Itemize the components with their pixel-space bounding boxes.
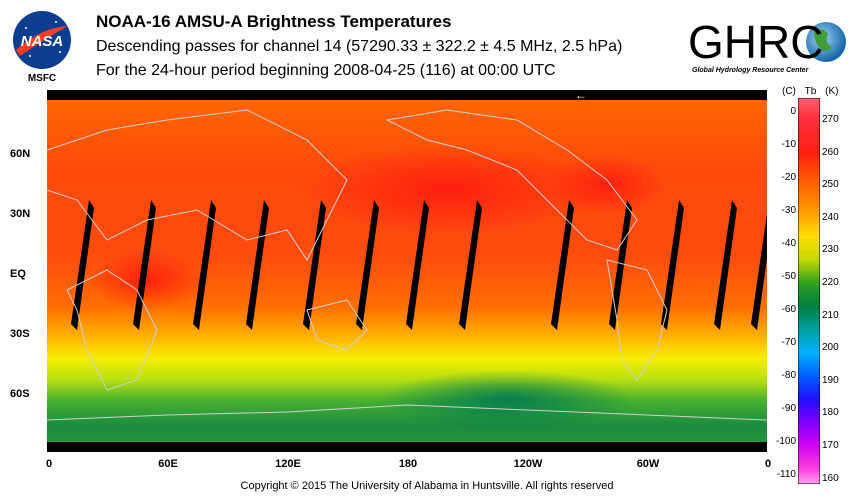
- scale-tick-kelvin: 160: [822, 472, 839, 484]
- lat-label: 60S: [10, 388, 30, 400]
- color-scale-bar: [798, 98, 820, 484]
- scale-tick-celsius: -60: [781, 304, 796, 315]
- map-title: NOAA-16 AMSU-A Brightness Temperatures: [96, 12, 452, 31]
- scale-tick-celsius: -10: [781, 139, 796, 150]
- copyright-notice: Copyright © 2015 The University of Alaba…: [240, 480, 614, 492]
- scale-tick-celsius: -90: [781, 403, 796, 414]
- orbit-gap: [459, 200, 482, 330]
- map-period: For the 24-hour period beginning 2008-04…: [96, 62, 556, 79]
- lon-label: 60E: [158, 458, 178, 470]
- color-scale: 0 -10 -20 -30 -40 -50 -60 -70 -80 -90 -100 -110 270…: [772, 86, 852, 496]
- scale-header: (C) Tb (K): [782, 86, 838, 97]
- warm-anomaly: [87, 250, 207, 310]
- lon-label: 0: [764, 458, 772, 470]
- scale-tick-celsius: -70: [781, 337, 796, 348]
- scale-tick-celsius: -40: [781, 238, 796, 249]
- lon-label: 120W: [513, 458, 543, 470]
- coastlines: [46, 109, 768, 421]
- scale-tick-celsius: -20: [781, 172, 796, 183]
- nasa-logo-text: NASA: [21, 33, 64, 50]
- scale-unit-kelvin: (K): [825, 86, 839, 97]
- scale-tick-kelvin: 270: [822, 114, 839, 125]
- lon-label: 0: [45, 458, 53, 470]
- orbit-gap: [551, 200, 574, 330]
- orbit-gap: [193, 200, 216, 330]
- polar-gap-north: [47, 90, 767, 100]
- warm-anomaly: [547, 155, 667, 215]
- lon-label: 60W: [636, 458, 660, 470]
- lon-label: 180: [398, 458, 418, 470]
- scale-tick-kelvin: 260: [822, 146, 839, 158]
- brightness-temperature-map: ←: [46, 88, 774, 452]
- scale-tick-kelvin: 250: [822, 179, 839, 191]
- lon-label: 120E: [275, 458, 301, 470]
- nasa-logo: NASA MSFC: [10, 8, 74, 84]
- ghrc-caption: Global Hydrology Resource Center: [692, 67, 810, 74]
- scale-tick-kelvin: 180: [822, 407, 839, 419]
- lat-label: 30S: [10, 328, 30, 340]
- orbit-gap: [356, 200, 379, 330]
- ghrc-logo: GHRC Global Hydrology Resource Center: [686, 8, 850, 80]
- orbit-direction-arrow-icon: ←: [575, 90, 587, 102]
- map-subtitle: Descending passes for channel 14 (57290.…: [96, 38, 623, 55]
- scale-unit-celsius: (C): [782, 86, 796, 97]
- scale-tick-celsius: -110: [776, 469, 796, 480]
- orbit-gap: [661, 200, 684, 330]
- orbit-gap: [133, 200, 156, 330]
- polar-gap-south: [47, 442, 767, 452]
- orbit-gap: [406, 200, 429, 330]
- scale-variable: Tb: [804, 86, 817, 97]
- orbit-gap: [246, 200, 269, 330]
- scale-tick-celsius: -30: [781, 205, 796, 216]
- msfc-caption: MSFC: [28, 73, 56, 84]
- scale-tick-kelvin: 240: [822, 211, 839, 223]
- lat-label: EQ: [10, 268, 26, 280]
- scale-tick-kelvin: 220: [822, 277, 839, 288]
- orbit-gaps: [71, 200, 774, 330]
- scale-tick-kelvin: 170: [822, 440, 839, 451]
- scale-tick-celsius: -100: [775, 436, 796, 447]
- orbit-gap: [714, 200, 737, 330]
- scale-tick-kelvin: 210: [822, 309, 839, 321]
- scale-tick-kelvin: 190: [822, 374, 839, 386]
- cold-anomaly: [377, 370, 637, 430]
- scale-tick-celsius: -50: [781, 271, 796, 282]
- lat-label: 60N: [10, 148, 31, 160]
- scale-tick-celsius: -80: [781, 370, 796, 381]
- lat-label: 30N: [10, 208, 31, 220]
- orbit-gap: [609, 200, 632, 330]
- scale-tick-celsius: 0: [790, 106, 796, 117]
- scale-tick-kelvin: 200: [822, 342, 839, 354]
- ghrc-logo-text: GHRC: [688, 16, 823, 68]
- warm-anomaly: [297, 145, 597, 235]
- orbit-gap: [71, 200, 94, 330]
- scale-tick-kelvin: 230: [822, 244, 839, 256]
